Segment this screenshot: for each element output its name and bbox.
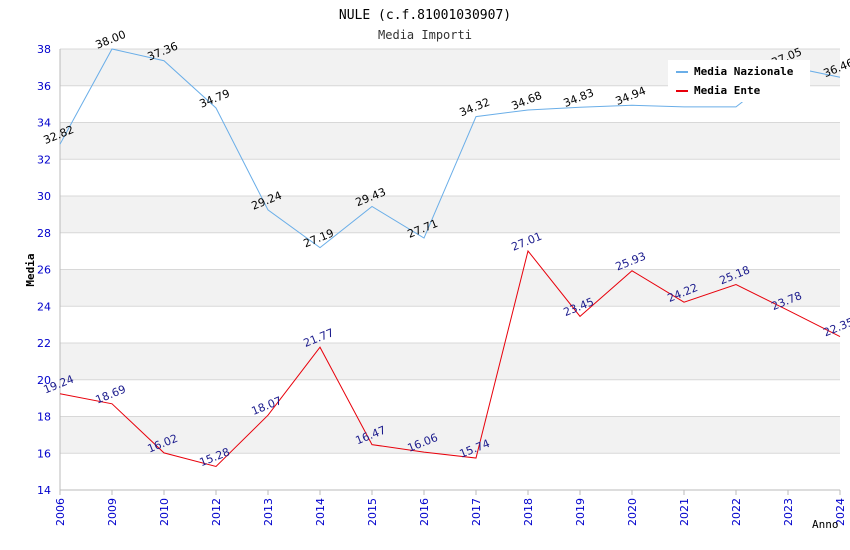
y-tick-label: 26 [37, 264, 51, 277]
chart-subtitle: Media Importi [378, 28, 472, 42]
series-lines [59, 48, 841, 468]
x-tick-label: 2018 [522, 498, 535, 526]
x-tick-label: 2019 [574, 498, 587, 526]
x-tick-label: 2010 [158, 498, 171, 526]
y-tick-label: 16 [37, 447, 51, 460]
y-tick-label: 20 [37, 374, 51, 387]
plot-band [60, 453, 840, 490]
plot-band [60, 306, 840, 343]
plot-band [60, 232, 840, 270]
x-tick-label: 2020 [626, 498, 639, 526]
y-tick-labels: 14 16 18 20 22 24 26 28 30 32 34 36 38 [37, 43, 51, 497]
y-tick-label: 30 [37, 190, 51, 203]
x-tick-labels: 2006 2009 2010 2012 2013 2014 2015 2016 2017 2018… [54, 498, 847, 526]
x-tick-label: 2012 [210, 498, 223, 526]
y-tick-label: 34 [37, 117, 51, 130]
series-line-ente [59, 249, 841, 468]
series-line-nazionale [59, 48, 841, 249]
x-tick-label: 2016 [418, 498, 431, 526]
y-tick-label: 28 [37, 227, 51, 240]
x-axis-title: Anno [812, 518, 839, 531]
legend-box [668, 60, 810, 102]
data-label: 38.00 [94, 28, 128, 52]
x-tick-label: 2015 [366, 498, 379, 526]
y-tick-label: 38 [37, 43, 51, 56]
axes [59, 49, 841, 495]
x-tick-label: 2009 [106, 498, 119, 526]
x-tick-label: 2023 [782, 498, 795, 526]
x-tick-label: 2014 [314, 498, 327, 526]
x-tick-label: 2006 [54, 498, 67, 526]
plot-band [60, 269, 840, 307]
x-tick-label: 2013 [262, 498, 275, 526]
legend-label-ente: Media Ente [694, 84, 761, 97]
plot-band [60, 196, 840, 233]
y-tick-label: 32 [37, 153, 51, 166]
x-tick-label: 2022 [730, 498, 743, 526]
plot-band [60, 416, 840, 454]
y-axis-title: Media [24, 253, 37, 286]
legend: Media Nazionale Media Ente [668, 60, 810, 102]
y-tick-label: 14 [37, 484, 51, 497]
y-tick-label: 36 [37, 80, 51, 93]
x-tick-label: 2024 [834, 498, 847, 526]
legend-label-nazionale: Media Nazionale [694, 65, 794, 78]
chart-title: NULE (c.f.81001030907) [339, 8, 511, 23]
y-tick-label: 22 [37, 337, 51, 350]
y-tick-label: 24 [37, 300, 51, 313]
plot-bands [60, 49, 840, 490]
plot-band [60, 343, 840, 380]
plot-band [60, 379, 840, 417]
plot-band [60, 122, 840, 160]
x-tick-label: 2021 [678, 498, 691, 526]
x-tick-label: 2017 [470, 498, 483, 526]
y-tick-label: 18 [37, 411, 51, 424]
